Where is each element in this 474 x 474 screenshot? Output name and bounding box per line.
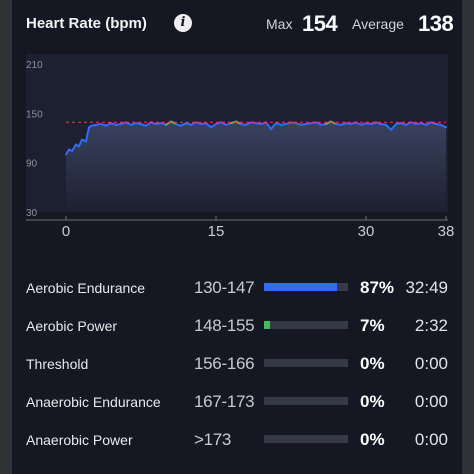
series-line-segment [440, 123, 447, 129]
series-line-segment [385, 123, 392, 131]
series-line-segment [265, 121, 272, 130]
series-line-segment [85, 126, 90, 143]
zone-range: 148-155 [194, 316, 255, 335]
zone-bar-fill [264, 321, 270, 329]
x-tick-label: 0 [62, 223, 70, 240]
zone-range: 156-166 [194, 354, 255, 373]
x-tick-label: 15 [208, 223, 225, 240]
series-area [66, 121, 446, 212]
zone-bar-track [264, 359, 348, 367]
max-label: Max [266, 16, 293, 32]
y-tick-label: 90 [26, 159, 38, 170]
zone-percent: 87% [360, 278, 395, 297]
zone-name: Aerobic Power [26, 318, 118, 334]
panel-title: Heart Rate (bpm) [26, 15, 147, 32]
zone-bar-track [264, 435, 348, 443]
zone-row: Aerobic Endurance 130-147 87% 32:49 [12, 270, 462, 308]
header: Heart Rate (bpm) i Max 154 Average 138 [26, 11, 454, 37]
zone-percent: 0% [360, 430, 385, 449]
zone-name: Anaerobic Power [26, 432, 133, 448]
zone-time: 0:00 [414, 354, 448, 373]
zone-time: 0:00 [414, 392, 448, 411]
zone-row: Threshold 156-166 0% 0:00 [12, 346, 462, 384]
zone-percent: 0% [360, 392, 385, 411]
zone-percent: 7% [360, 316, 385, 335]
zone-range: 167-173 [194, 392, 255, 411]
heart-rate-chart: 210 150 90 30 0 15 30 38 [26, 54, 455, 240]
x-tick-label: 30 [358, 223, 375, 240]
x-tick-label: 38 [438, 223, 455, 240]
y-tick-label: 210 [26, 60, 43, 71]
zone-time: 2:32 [414, 316, 448, 335]
series-line-segment [78, 138, 83, 148]
average-label: Average [352, 16, 404, 32]
y-tick-label: 30 [26, 208, 38, 219]
series-line-segment [205, 122, 212, 129]
heart-rate-panel: Heart Rate (bpm) i Max 154 Average 138 2… [12, 0, 462, 474]
series-line-segment [390, 123, 397, 131]
zone-bar-track [264, 283, 348, 291]
info-icon[interactable]: i [174, 14, 192, 32]
zone-name: Aerobic Endurance [26, 280, 146, 296]
series-line-segment [270, 122, 277, 130]
zone-time: 0:00 [414, 430, 448, 449]
zone-row: Aerobic Power 148-155 7% 2:32 [12, 308, 462, 346]
zone-row: Anaerobic Endurance 167-173 0% 0:00 [12, 384, 462, 422]
zone-name: Anaerobic Endurance [26, 394, 161, 410]
y-tick-label: 150 [26, 109, 43, 120]
max-value: 154 [302, 11, 338, 36]
zone-bar-track [264, 397, 348, 405]
zone-range: 130-147 [194, 278, 255, 297]
zone-bar-track [264, 321, 348, 329]
zone-row: Anaerobic Power >173 0% 0:00 [12, 422, 462, 460]
average-value: 138 [418, 11, 454, 36]
zone-range: >173 [194, 430, 232, 449]
zone-percent: 0% [360, 354, 385, 373]
zone-name: Threshold [26, 356, 89, 372]
zone-time: 32:49 [405, 278, 448, 297]
zone-bar-fill [264, 283, 338, 291]
series-line-segment [71, 143, 77, 153]
